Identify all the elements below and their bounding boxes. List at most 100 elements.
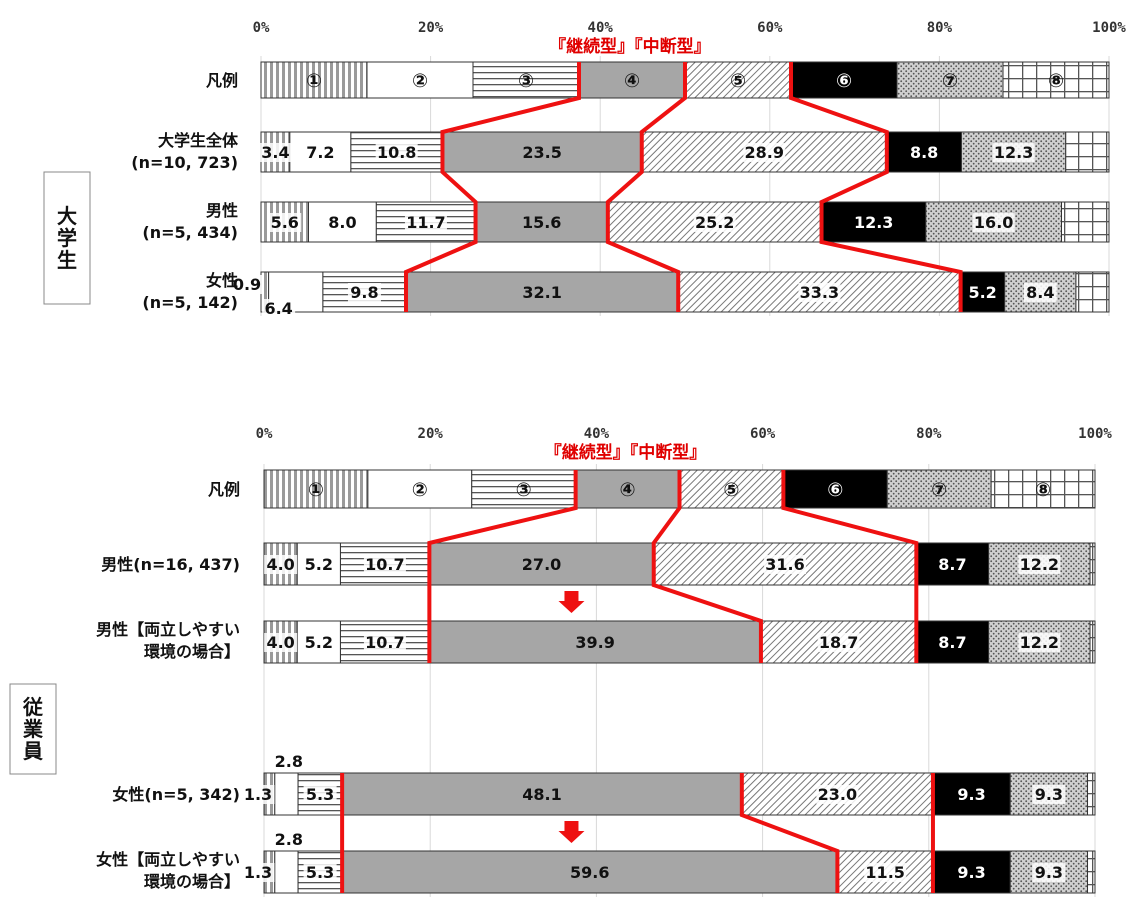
change-arrow: [558, 591, 585, 613]
row-label: 女性【両立しやすい: [96, 850, 240, 869]
data-label-bg: [363, 633, 406, 652]
legend-swatch: [575, 469, 680, 509]
data-label: 16.0: [974, 213, 1013, 232]
data-label: 11.5: [865, 863, 904, 882]
data-label-bg: [258, 143, 292, 162]
data-label: 59.6: [570, 863, 609, 882]
data-label-bg: [1023, 283, 1057, 302]
data-label: 10.8: [377, 143, 416, 162]
data-label-bg: [272, 830, 306, 849]
highlight-boundary-line: [781, 470, 919, 663]
data-label-bg: [264, 633, 298, 652]
legend-item: ①: [308, 479, 324, 501]
bar-segment: [441, 131, 643, 173]
data-label: 5.6: [271, 213, 299, 232]
highlight-boundary-line: [404, 62, 581, 312]
data-label: 9.8: [350, 283, 378, 302]
legend-swatch: [896, 61, 1004, 99]
data-label: 8.8: [910, 143, 938, 162]
x-tick-label: 0%: [256, 426, 273, 442]
row-label: 男性【両立しやすい: [96, 620, 240, 639]
data-label: 9.3: [957, 863, 985, 882]
data-label-bg: [230, 275, 264, 294]
legend-swatch: [790, 61, 898, 99]
bar-segment: [274, 772, 299, 816]
legend-item: ④: [620, 479, 636, 501]
legend-swatch: [472, 61, 580, 99]
bar-segment: [1075, 271, 1110, 313]
bar-segment: [1087, 772, 1096, 816]
bar-segment: [274, 850, 299, 894]
data-label: 23.5: [522, 143, 561, 162]
legend-item: ⑤: [730, 70, 746, 92]
x-tick-label: 100%: [1092, 20, 1126, 36]
bar-segment: [341, 772, 743, 816]
data-label: 2.8: [275, 752, 303, 771]
data-label: 1.3: [244, 863, 272, 882]
data-label-bg: [764, 555, 807, 574]
data-label-bg: [817, 633, 860, 652]
data-label: 9.3: [957, 785, 985, 804]
x-tick-label: 40%: [588, 20, 614, 36]
legend-item: ④: [624, 70, 640, 92]
legend-item: ③: [518, 70, 534, 92]
row-label: 女性(n=5, 342): [112, 785, 240, 804]
data-label-bg: [303, 863, 337, 882]
chart-title: 『継続型』『中断型』: [549, 36, 711, 57]
x-tick-label: 20%: [418, 426, 444, 442]
data-label-bg: [325, 213, 359, 232]
data-label-bg: [1032, 785, 1066, 804]
x-tick-label: 60%: [750, 426, 776, 442]
data-label: 23.0: [818, 785, 857, 804]
data-label: 7.2: [306, 143, 334, 162]
legend-item: ⑥: [827, 479, 843, 501]
bar-segment: [886, 131, 962, 173]
bar-segment: [932, 772, 1011, 816]
row-sublabel: (n=5, 434): [142, 223, 238, 242]
legend-swatch: [260, 61, 368, 99]
data-label: 10.7: [365, 555, 404, 574]
data-label-bg: [363, 555, 406, 574]
data-label: 33.3: [800, 283, 839, 302]
group-label: 大学生: [57, 204, 77, 272]
data-label: 8.0: [328, 213, 356, 232]
x-tick-label: 80%: [916, 426, 942, 442]
row-label: 大学生全体: [158, 131, 239, 150]
legend-item: ②: [412, 479, 428, 501]
data-label-bg: [241, 863, 275, 882]
row-sublabel: 環境の場合】: [144, 642, 240, 661]
highlight-boundary-line: [427, 470, 578, 663]
highlight-boundary-line: [789, 62, 963, 312]
legend-swatch: [1002, 61, 1110, 99]
data-label: 27.0: [522, 555, 561, 574]
legend-item: ⑧: [1048, 70, 1064, 92]
data-label: 5.3: [306, 785, 334, 804]
data-label: 1.3: [244, 785, 272, 804]
data-label-bg: [303, 785, 337, 804]
legend-item: ⑤: [723, 479, 739, 501]
data-label: 15.6: [522, 213, 561, 232]
data-label: 48.1: [522, 785, 561, 804]
row-label: 女性: [206, 271, 238, 290]
x-tick-label: 80%: [927, 20, 953, 36]
data-label: 12.2: [1020, 555, 1059, 574]
data-label-bg: [404, 213, 447, 232]
bar-segment: [1065, 131, 1110, 173]
data-label: 4.0: [266, 633, 294, 652]
row-sublabel: (n=10, 723): [131, 153, 238, 172]
legend-swatch: [366, 61, 474, 99]
bar-segment: [341, 850, 838, 894]
data-label: 3.4: [261, 143, 289, 162]
bar-segment: [1089, 620, 1096, 664]
data-label: 6.4: [264, 299, 292, 318]
data-label-bg: [302, 633, 336, 652]
bar-segment: [1087, 850, 1096, 894]
data-label-bg: [864, 863, 907, 882]
data-label: 9.3: [1035, 863, 1063, 882]
legend-swatch: [990, 469, 1096, 509]
x-tick-label: 60%: [757, 20, 783, 36]
data-label: 39.9: [575, 633, 614, 652]
highlight-boundary-line: [739, 773, 840, 893]
legend-label: 凡例: [206, 71, 238, 90]
